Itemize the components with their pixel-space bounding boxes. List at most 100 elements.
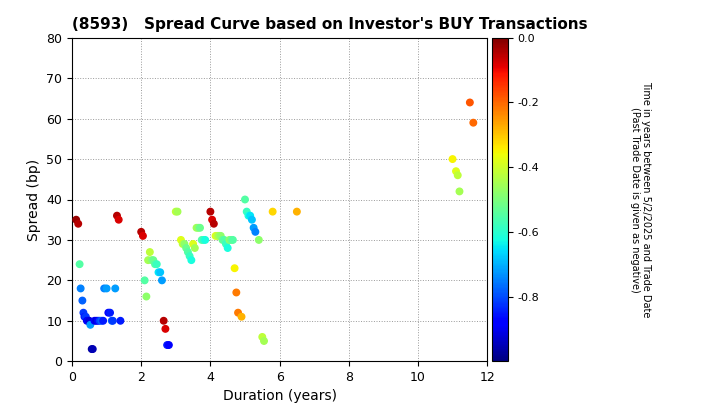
Point [111, 213, 122, 219]
Point [78, 309, 89, 316]
Point [179, 241, 190, 247]
Point [148, 257, 159, 263]
Point [99, 285, 110, 292]
X-axis label: Duration (years): Duration (years) [222, 389, 336, 404]
Point [91, 318, 102, 324]
Point [156, 277, 168, 284]
Point [225, 236, 237, 243]
Point [291, 208, 302, 215]
Point [220, 241, 232, 247]
Point [199, 236, 211, 243]
Point [467, 119, 479, 126]
Point [243, 213, 254, 219]
Point [175, 236, 186, 243]
Point [86, 346, 97, 352]
Point [246, 216, 258, 223]
Point [153, 269, 164, 276]
Point [227, 236, 238, 243]
Point [104, 309, 116, 316]
Text: (8593)   Spread Curve based on Investor's BUY Transactions: (8593) Spread Curve based on Investor's … [72, 18, 588, 32]
Point [89, 318, 100, 324]
Point [151, 261, 163, 268]
Point [139, 277, 150, 284]
Point [143, 257, 154, 263]
Point [450, 168, 462, 175]
Point [109, 285, 121, 292]
Point [160, 326, 171, 332]
Point [114, 318, 126, 324]
Point [239, 196, 251, 203]
Point [210, 233, 221, 239]
Point [208, 220, 220, 227]
Point [106, 318, 117, 324]
Point [155, 269, 166, 276]
Point [212, 233, 223, 239]
Point [92, 318, 104, 324]
Point [196, 236, 207, 243]
Point [244, 213, 256, 219]
Y-axis label: Time in years between 5/2/2025 and Trade Date
(Past Trade Date is given as negat: Time in years between 5/2/2025 and Trade… [629, 81, 651, 318]
Point [258, 338, 270, 344]
Point [71, 216, 82, 223]
Point [78, 313, 90, 320]
Point [230, 289, 242, 296]
Point [81, 318, 93, 324]
Point [464, 99, 476, 106]
Point [189, 244, 201, 251]
Point [218, 236, 230, 243]
Point [204, 208, 216, 215]
Point [267, 208, 279, 215]
Y-axis label: Spread (bp): Spread (bp) [27, 158, 41, 241]
Point [163, 342, 175, 349]
Point [75, 285, 86, 292]
Point [107, 318, 119, 324]
Point [217, 236, 228, 243]
Point [187, 241, 199, 247]
Point [229, 265, 240, 272]
Point [253, 236, 264, 243]
Point [144, 249, 156, 255]
Point [191, 224, 202, 231]
Point [170, 208, 181, 215]
Point [87, 346, 99, 352]
Point [215, 233, 227, 239]
Point [74, 261, 86, 268]
Point [96, 318, 107, 324]
Point [146, 257, 158, 263]
Point [84, 321, 96, 328]
Point [248, 224, 259, 231]
Point [149, 261, 161, 268]
Point [194, 224, 206, 231]
Point [113, 216, 125, 223]
Point [222, 244, 233, 251]
Point [73, 220, 84, 227]
Point [172, 208, 184, 215]
Point [186, 257, 197, 263]
Point [97, 318, 109, 324]
Point [192, 224, 204, 231]
Point [241, 208, 253, 215]
Point [256, 333, 268, 340]
Point [233, 309, 244, 316]
Point [161, 342, 173, 349]
Point [76, 297, 88, 304]
Point [213, 233, 225, 239]
Point [84, 318, 95, 324]
Point [158, 318, 169, 324]
Point [452, 172, 464, 178]
Point [207, 216, 218, 223]
Point [82, 318, 94, 324]
Point [182, 249, 194, 255]
Point [102, 309, 114, 316]
Point [184, 253, 195, 260]
Point [135, 228, 147, 235]
Point [80, 313, 91, 320]
Point [198, 236, 210, 243]
Point [250, 228, 261, 235]
Point [447, 156, 459, 163]
Point [224, 236, 235, 243]
Point [138, 233, 149, 239]
Point [140, 293, 152, 300]
Point [101, 285, 112, 292]
Point [181, 244, 192, 251]
